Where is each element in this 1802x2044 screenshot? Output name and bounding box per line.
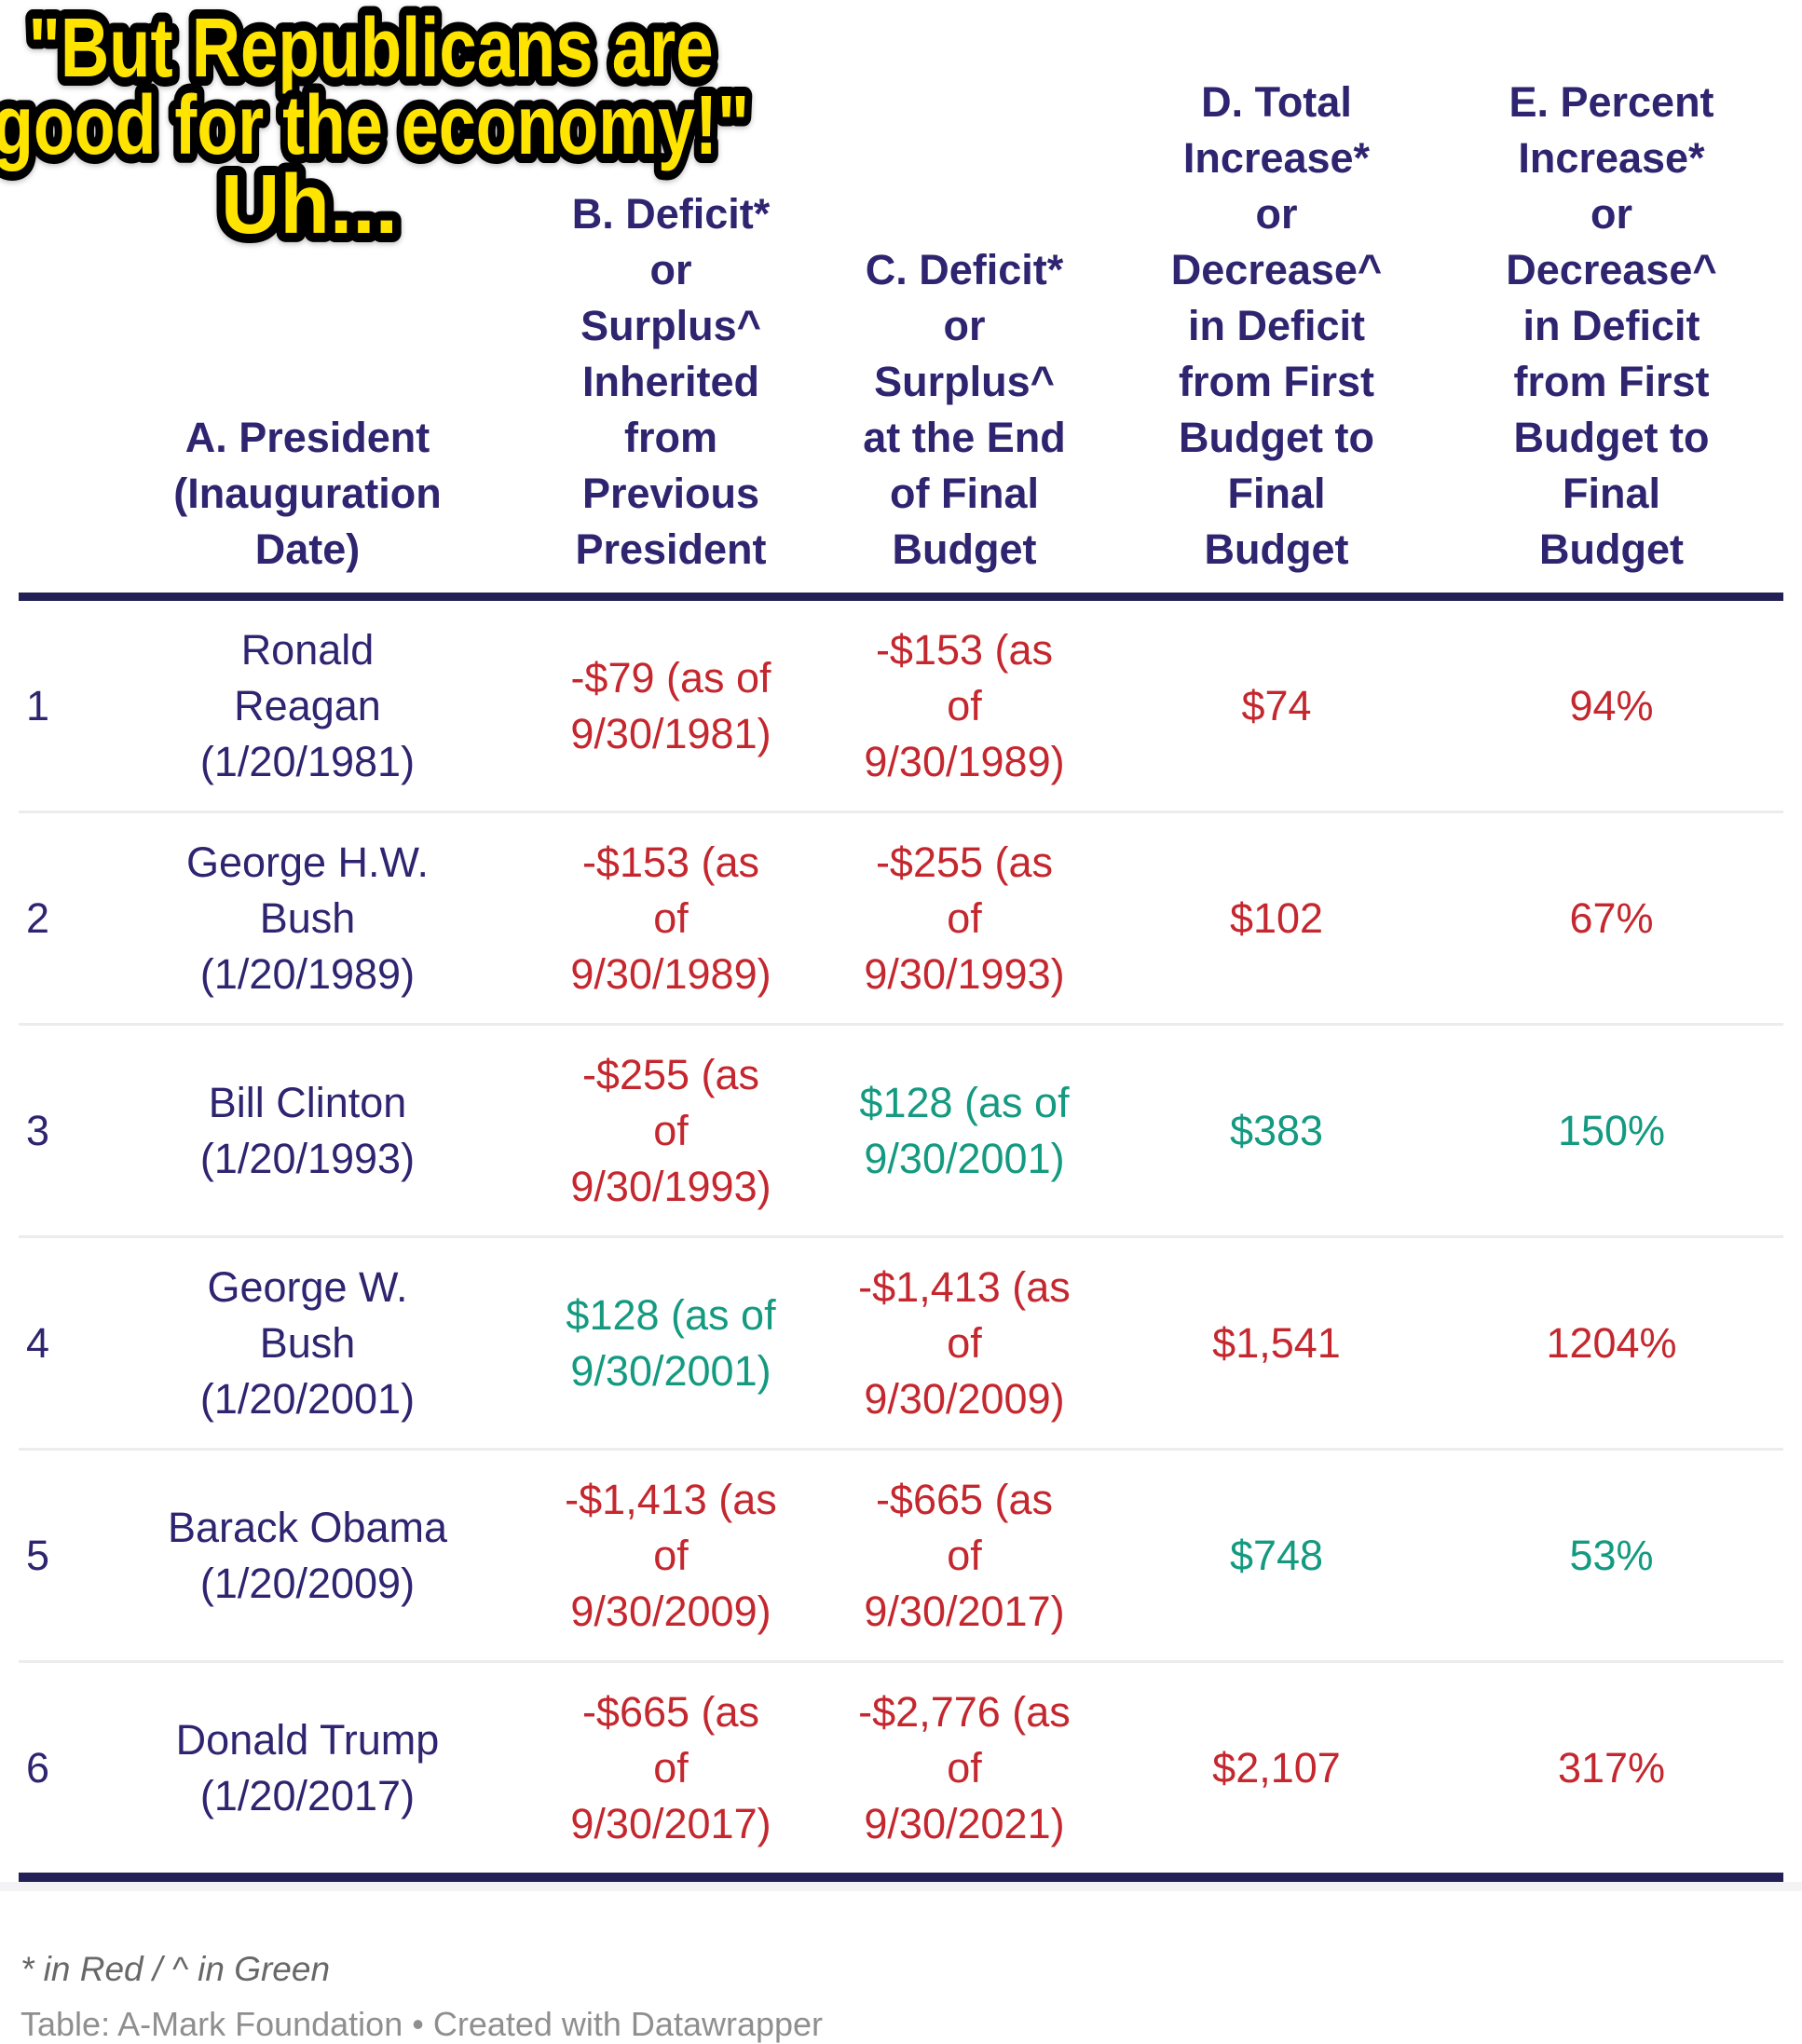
row-number: 5 (19, 1448, 89, 1660)
header-percent-change: E. Percent Increase* or Decrease^ in Def… (1440, 0, 1783, 601)
final-deficit-cell: -$1,413 (as of 9/30/2009) (815, 1235, 1113, 1448)
inherited-deficit-cell: -$79 (as of 9/30/1981) (570, 653, 771, 757)
final-deficit-cell: -$255 (as of 9/30/1993) (815, 811, 1113, 1023)
deficit-table: A. President (Inauguration Date) B. Defi… (19, 0, 1783, 1882)
table-row: 5 Barack Obama (1/20/2009) -$1,413 (as o… (19, 1448, 1783, 1660)
meme-caption-line2: good for the economy!" (0, 79, 749, 172)
header-president: A. President (Inauguration Date) (89, 0, 526, 601)
percent-change-cell: 67% (1440, 811, 1783, 1023)
table-row: 6 Donald Trump (1/20/2017) -$665 (as of … (19, 1660, 1783, 1882)
inherited-deficit-cell: -$665 (as of 9/30/2017) (526, 1660, 815, 1882)
header-row-number (19, 0, 89, 601)
meme-caption-line3: Uh... (221, 158, 398, 252)
meme-caption: "But Republicans are good for the econom… (0, 0, 758, 261)
president-cell: George H.W. Bush (1/20/1989) (89, 811, 526, 1023)
inherited-deficit-cell: -$1,413 (as of 9/30/2009) (526, 1448, 815, 1660)
total-change-cell: $1,541 (1113, 1235, 1440, 1448)
table-row: 2 George H.W. Bush (1/20/1989) -$153 (as… (19, 811, 1783, 1023)
president-cell: Ronald Reagan (1/20/1981) (199, 625, 416, 785)
final-deficit-cell: -$665 (as of 9/30/2017) (815, 1448, 1113, 1660)
percent-change-cell: 94% (1569, 681, 1654, 729)
total-change-cell: $383 (1113, 1023, 1440, 1235)
inherited-deficit-cell: -$255 (as of 9/30/1993) (526, 1023, 815, 1235)
header-final-deficit: C. Deficit* or Surplus^ at the End of Fi… (815, 0, 1113, 601)
final-deficit-cell: -$153 (as of 9/30/1989) (864, 625, 1065, 785)
meme-caption-line1: "But Republicans are (29, 2, 714, 95)
percent-change-cell: 150% (1440, 1023, 1783, 1235)
table-row: 1 Ronald Reagan (1/20/1981) -$79 (as of … (19, 601, 1783, 811)
header-inherited-deficit: B. Deficit* or Surplus^ Inherited from P… (526, 0, 815, 601)
table-footer: * in Red / ^ in Green Table: A-Mark Foun… (20, 1949, 1782, 2044)
row-number: 4 (19, 1235, 89, 1448)
percent-change-cell: 317% (1440, 1660, 1783, 1882)
row-number: 6 (19, 1660, 89, 1882)
inherited-deficit-cell: $128 (as of 9/30/2001) (526, 1235, 815, 1448)
table-bottom-strip (0, 1882, 1802, 1891)
president-cell: Bill Clinton (1/20/1993) (89, 1023, 526, 1235)
row-number: 3 (19, 1023, 89, 1235)
table-row: 3 Bill Clinton (1/20/1993) -$255 (as of … (19, 1023, 1783, 1235)
final-deficit-cell: $128 (as of 9/30/2001) (815, 1023, 1113, 1235)
header-total-change: D. Total Increase* or Decrease^ in Defic… (1113, 0, 1440, 601)
color-key-footnote: * in Red / ^ in Green (20, 1950, 331, 1988)
final-deficit-cell: -$2,776 (as of 9/30/2021) (815, 1660, 1113, 1882)
president-cell: Donald Trump (1/20/2017) (89, 1660, 526, 1882)
row-number: 1 (26, 681, 50, 729)
row-number: 2 (19, 811, 89, 1023)
total-change-cell: $2,107 (1113, 1660, 1440, 1882)
total-change-cell: $74 (1241, 681, 1312, 729)
inherited-deficit-cell: -$153 (as of 9/30/1989) (526, 811, 815, 1023)
total-change-cell: $748 (1113, 1448, 1440, 1660)
percent-change-cell: 1204% (1440, 1235, 1783, 1448)
table-row: 4 George W. Bush (1/20/2001) $128 (as of… (19, 1235, 1783, 1448)
percent-change-cell: 53% (1440, 1448, 1783, 1660)
total-change-cell: $102 (1113, 811, 1440, 1023)
president-cell: Barack Obama (1/20/2009) (89, 1448, 526, 1660)
source-attribution: Table: A-Mark Foundation • Created with … (20, 2005, 824, 2043)
table-header-row: A. President (Inauguration Date) B. Defi… (19, 0, 1783, 601)
president-cell: George W. Bush (1/20/2001) (89, 1235, 526, 1448)
